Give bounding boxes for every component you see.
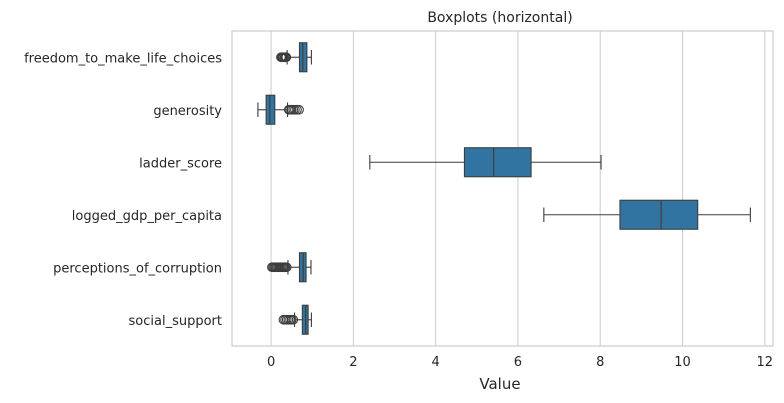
box-plot-logged-gdp-per-capita bbox=[543, 199, 751, 230]
x-tick-label: 8 bbox=[596, 355, 604, 370]
grid-lines bbox=[270, 31, 766, 346]
outlier-point bbox=[281, 52, 292, 63]
outlier-point bbox=[294, 104, 304, 115]
box-plot-perceptions-of-corruption bbox=[267, 252, 312, 283]
y-tick-label: freedom_to_make_life_choices bbox=[24, 51, 222, 66]
y-tick-label: ladder_score bbox=[139, 156, 222, 171]
y-tick-label: logged_gdp_per_capita bbox=[72, 209, 222, 224]
x-tick-label: 4 bbox=[432, 355, 440, 370]
box-plot-ladder-score bbox=[369, 147, 602, 178]
iqr-box bbox=[463, 147, 532, 178]
x-axis-label: Value bbox=[479, 375, 520, 393]
x-tick-label: 12 bbox=[756, 355, 773, 370]
x-axis: 0 2 4 6 8 10 12 bbox=[267, 355, 773, 370]
x-tick-label: 2 bbox=[349, 355, 357, 370]
box-plot-freedom-to-make-life-choices bbox=[276, 42, 312, 73]
x-tick-label: 10 bbox=[674, 355, 691, 370]
y-tick-label: generosity bbox=[153, 104, 222, 119]
y-tick-label: social_support bbox=[129, 314, 222, 329]
chart-title: Boxplots (horizontal) bbox=[427, 10, 572, 26]
outlier-point bbox=[288, 314, 299, 325]
iqr-box bbox=[265, 94, 276, 125]
box-plot-generosity bbox=[257, 94, 304, 125]
x-tick-label: 0 bbox=[267, 355, 275, 370]
y-tick-label: perceptions_of_corruption bbox=[53, 261, 222, 276]
box-series bbox=[257, 42, 751, 335]
iqr-box bbox=[619, 199, 699, 230]
x-tick-label: 6 bbox=[514, 355, 522, 370]
outlier-point bbox=[281, 262, 292, 273]
y-axis: freedom_to_make_life_choices generosity la… bbox=[24, 51, 222, 329]
box-plot-social-support bbox=[278, 304, 312, 335]
plot-frame bbox=[231, 30, 774, 347]
